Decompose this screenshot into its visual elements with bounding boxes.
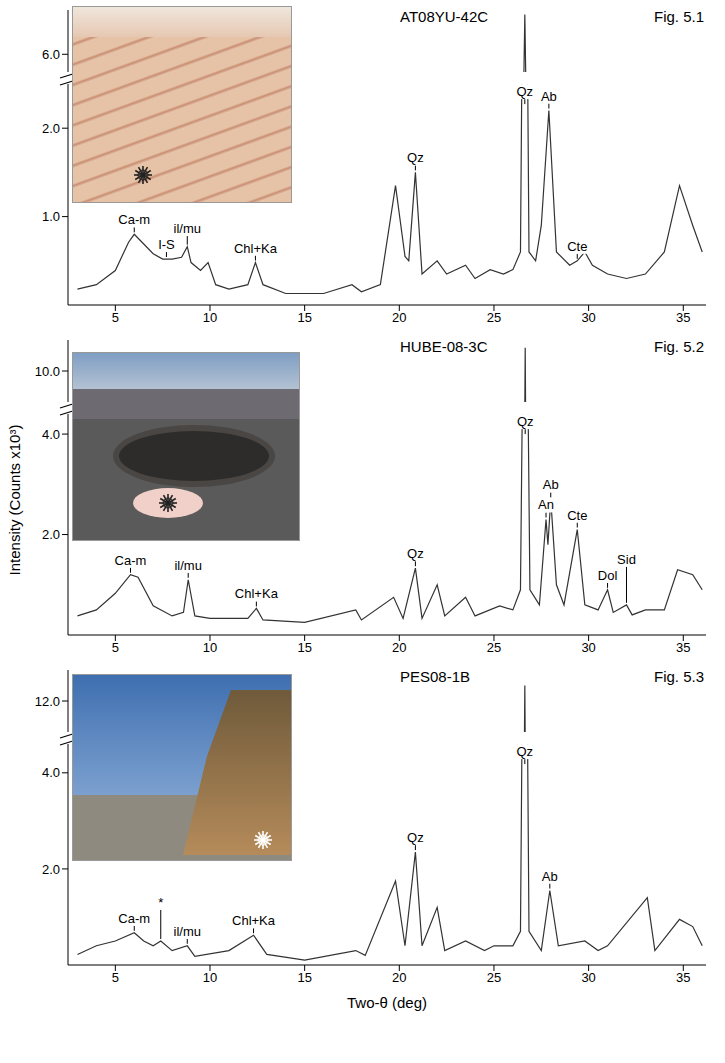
svg-text:15: 15 bbox=[297, 970, 311, 985]
svg-text:5: 5 bbox=[112, 970, 119, 985]
svg-text:Qz: Qz bbox=[407, 546, 424, 561]
svg-text:Ca-m: Ca-m bbox=[115, 553, 147, 568]
svg-text:Ca-m: Ca-m bbox=[118, 911, 150, 926]
html-text:PES08-1B: PES08-1B bbox=[400, 668, 470, 685]
svg-text:Dol: Dol bbox=[598, 568, 618, 583]
svg-text:Chl+Ka: Chl+Ka bbox=[234, 241, 278, 256]
svg-text:Qz: Qz bbox=[407, 830, 424, 845]
svg-text:il/mu: il/mu bbox=[174, 558, 201, 573]
svg-text:25: 25 bbox=[487, 970, 501, 985]
html-text:Fig. 5.3: Fig. 5.3 bbox=[654, 668, 704, 685]
svg-text:25: 25 bbox=[487, 640, 501, 655]
svg-text:35: 35 bbox=[676, 310, 690, 325]
svg-text:*: * bbox=[158, 895, 163, 910]
svg-text:10.0: 10.0 bbox=[35, 364, 60, 379]
svg-text:30: 30 bbox=[581, 970, 595, 985]
svg-text:15: 15 bbox=[297, 640, 311, 655]
svg-text:1.0: 1.0 bbox=[42, 209, 60, 224]
html-text:HUBE-08-3C: HUBE-08-3C bbox=[400, 338, 488, 355]
svg-text:15: 15 bbox=[297, 310, 311, 325]
svg-text:30: 30 bbox=[581, 310, 595, 325]
svg-text:10: 10 bbox=[203, 310, 217, 325]
svg-text:Cte: Cte bbox=[567, 239, 587, 254]
svg-text:35: 35 bbox=[676, 970, 690, 985]
html-text:Two-θ (deg): Two-θ (deg) bbox=[347, 994, 427, 1011]
svg-text:35: 35 bbox=[676, 640, 690, 655]
svg-text:25: 25 bbox=[487, 310, 501, 325]
svg-text:20: 20 bbox=[392, 310, 406, 325]
svg-text:Qz: Qz bbox=[517, 414, 534, 429]
svg-text:il/mu: il/mu bbox=[174, 924, 201, 939]
svg-text:20: 20 bbox=[392, 970, 406, 985]
svg-text:Qz: Qz bbox=[407, 150, 424, 165]
svg-text:Ab: Ab bbox=[542, 869, 558, 884]
svg-text:2.0: 2.0 bbox=[42, 121, 60, 136]
svg-text:20: 20 bbox=[392, 640, 406, 655]
svg-text:An: An bbox=[538, 497, 554, 512]
svg-text:5: 5 bbox=[112, 310, 119, 325]
svg-text:Qz: Qz bbox=[517, 744, 534, 759]
svg-text:6.0: 6.0 bbox=[42, 47, 60, 62]
svg-text:Chl+Ka: Chl+Ka bbox=[235, 586, 279, 601]
svg-text:30: 30 bbox=[581, 640, 595, 655]
html-text:Fig. 5.2: Fig. 5.2 bbox=[654, 338, 704, 355]
html-text:AT08YU-42C: AT08YU-42C bbox=[400, 8, 489, 25]
svg-text:Ab: Ab bbox=[541, 89, 557, 104]
svg-text:12.0: 12.0 bbox=[35, 694, 60, 709]
svg-text:Ab: Ab bbox=[543, 477, 559, 492]
html-text:Fig. 5.1: Fig. 5.1 bbox=[654, 8, 704, 25]
svg-text:10: 10 bbox=[203, 640, 217, 655]
svg-text:2.0: 2.0 bbox=[42, 862, 60, 877]
svg-text:Chl+Ka: Chl+Ka bbox=[232, 913, 276, 928]
svg-text:Ca-m: Ca-m bbox=[118, 212, 150, 227]
html-text:Intensity (Counts x10³): Intensity (Counts x10³) bbox=[5, 424, 23, 576]
svg-text:4.0: 4.0 bbox=[42, 427, 60, 442]
svg-text:Sid: Sid bbox=[617, 552, 636, 567]
svg-text:Qz: Qz bbox=[517, 84, 534, 99]
svg-text:il/mu: il/mu bbox=[174, 221, 201, 236]
svg-text:I-S: I-S bbox=[158, 237, 175, 252]
svg-text:2.0: 2.0 bbox=[42, 527, 60, 542]
svg-text:4.0: 4.0 bbox=[42, 765, 60, 780]
svg-text:10: 10 bbox=[203, 970, 217, 985]
svg-text:5: 5 bbox=[112, 640, 119, 655]
svg-text:Cte: Cte bbox=[567, 508, 587, 523]
